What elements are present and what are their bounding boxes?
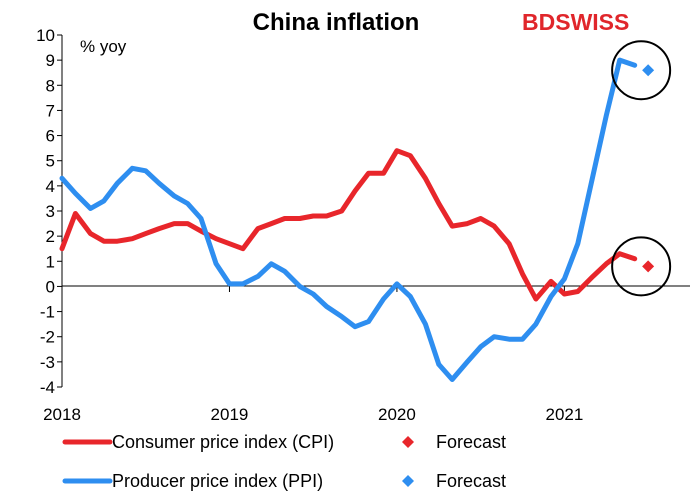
y-tick-label: 2 (46, 227, 55, 246)
legend-diamond-swatch (402, 475, 414, 487)
forecast-marker-cpi (642, 260, 655, 273)
y-tick-label: 4 (46, 177, 55, 196)
x-tick-label-2019: 2019 (211, 405, 249, 424)
brand-logo-bd: BD (522, 9, 555, 35)
annotation-circle-ppi (611, 40, 672, 101)
y-tick-label: -3 (40, 353, 55, 372)
x-tick-label-2021: 2021 (545, 405, 583, 424)
legend-label: Forecast (436, 471, 506, 491)
x-tick-label-2018: 2018 (43, 405, 81, 424)
x-tick-label-2020: 2020 (378, 405, 416, 424)
series-lines (59, 57, 638, 382)
series-line-ppi (59, 57, 638, 382)
y-tick-label: 3 (46, 202, 55, 221)
annotation-circle-cpi (611, 236, 672, 297)
y-tick-label: 0 (46, 277, 55, 296)
forecast-markers (642, 64, 655, 273)
legend-label: Consumer price index (CPI) (112, 432, 334, 452)
y-tick-label: -1 (40, 303, 55, 322)
legend-label: Producer price index (PPI) (112, 471, 323, 491)
y-tick-label: -4 (40, 378, 55, 397)
legend-label: Forecast (436, 432, 506, 452)
legend-diamond-swatch (402, 436, 414, 448)
forecast-marker-ppi (642, 64, 655, 77)
y-tick-label: -2 (40, 328, 55, 347)
y-tick-label: 10 (36, 26, 55, 45)
brand-logo-swiss: SWISS (555, 9, 629, 35)
y-tick-label: 1 (46, 252, 55, 271)
y-tick-label: 9 (46, 51, 55, 70)
y-tick-label: 5 (46, 152, 55, 171)
y-tick-label: 8 (46, 76, 55, 95)
legend: Consumer price index (CPI) Forecast Produc… (62, 432, 506, 491)
svg-text:BDSWISS: BDSWISS (522, 9, 629, 35)
y-tick-label: 6 (46, 127, 55, 146)
chart-title: China inflation (253, 9, 420, 36)
y-tick-label: 7 (46, 101, 55, 120)
annotation-circles (611, 40, 672, 297)
series-line-cpi (59, 148, 638, 302)
y-axis-unit-label: % yoy (80, 37, 127, 56)
brand-logo: BDSWISS (522, 9, 629, 35)
